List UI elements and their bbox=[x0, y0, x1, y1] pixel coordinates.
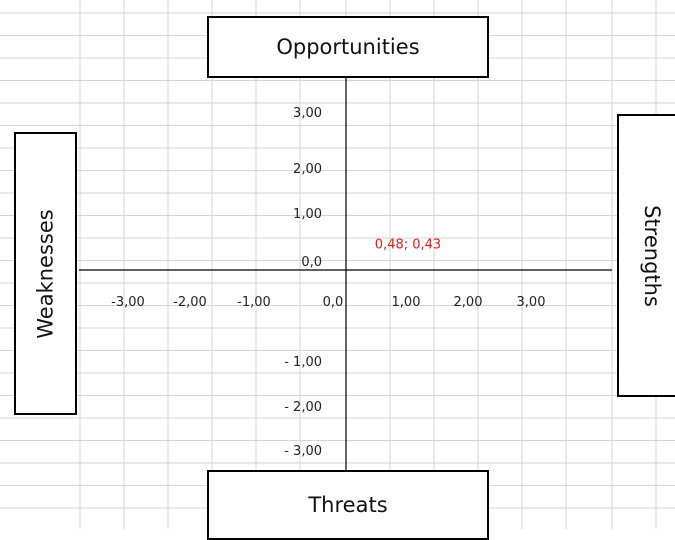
y-tick-label: 0,0 bbox=[301, 255, 322, 270]
strengths-label: Strengths bbox=[640, 204, 664, 307]
x-tick-label: -3,00 bbox=[111, 295, 145, 310]
opportunities-label: Opportunities bbox=[276, 35, 420, 59]
y-tick-labels: 3,00 2,00 1,00 0,0 - 1,00 - 2,00 - 3,00 bbox=[284, 106, 322, 459]
weaknesses-label: Weaknesses bbox=[33, 208, 58, 339]
opportunities-box: Opportunities bbox=[207, 16, 489, 78]
x-tick-label: 0,0 bbox=[323, 295, 344, 310]
y-tick-label: - 3,00 bbox=[284, 444, 322, 459]
data-point-label: 0,48; 0,43 bbox=[375, 238, 441, 253]
y-tick-label: - 1,00 bbox=[284, 355, 322, 370]
threats-label: Threats bbox=[308, 493, 388, 517]
y-tick-label: 2,00 bbox=[293, 162, 322, 177]
threats-box: Threats bbox=[207, 470, 489, 540]
x-tick-label: 3,00 bbox=[517, 295, 546, 310]
x-tick-labels: -3,00 -2,00 -1,00 0,0 1,00 2,00 3,00 bbox=[111, 295, 545, 310]
y-tick-label: 3,00 bbox=[293, 106, 322, 121]
swot-chart: -3,00 -2,00 -1,00 0,0 1,00 2,00 3,00 3,00 2,00 1… bbox=[79, 78, 612, 470]
data-labels: 0,48; 0,43 bbox=[375, 238, 441, 253]
y-tick-label: - 2,00 bbox=[284, 400, 322, 415]
y-tick-label: 1,00 bbox=[293, 207, 322, 222]
x-tick-label: 2,00 bbox=[454, 295, 483, 310]
x-tick-label: -2,00 bbox=[173, 295, 207, 310]
strengths-box: Strengths bbox=[617, 114, 675, 397]
x-tick-label: -1,00 bbox=[237, 295, 271, 310]
x-tick-label: 1,00 bbox=[392, 295, 421, 310]
weaknesses-box: Weaknesses bbox=[14, 132, 77, 415]
